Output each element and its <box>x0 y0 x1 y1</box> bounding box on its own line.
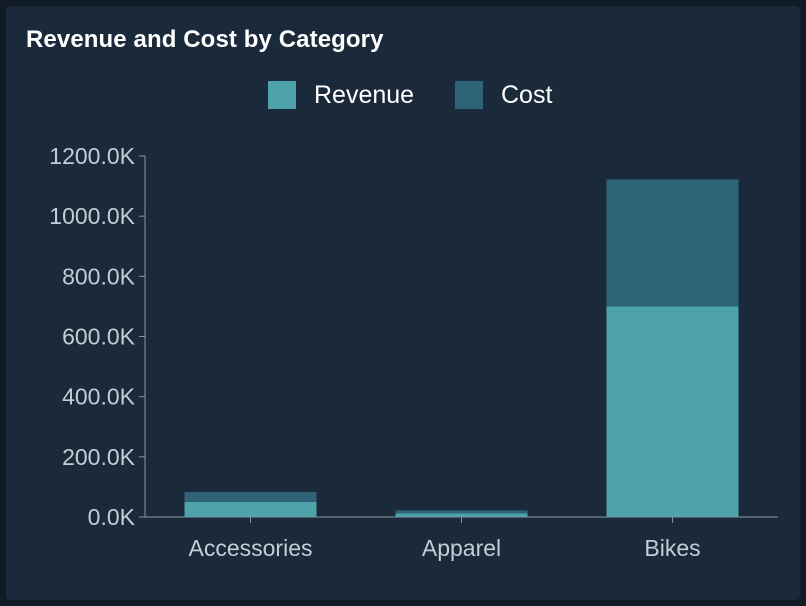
bar-cost-apparel <box>395 510 528 514</box>
legend-label-revenue: Revenue <box>314 81 414 109</box>
y-axis: 0.0K 200.0K 400.0K 600.0K 800.0K 1000.0K 1200.… <box>49 143 146 530</box>
bar-revenue-bikes <box>606 306 739 517</box>
x-axis: Accessories Apparel Bikes <box>145 516 778 561</box>
legend-swatch-revenue <box>268 81 296 109</box>
x-tick-label: Apparel <box>422 535 501 561</box>
y-tick-label: 400.0K <box>62 384 136 410</box>
bar-revenue-apparel <box>395 513 528 517</box>
y-tick-label: 1000.0K <box>49 203 135 229</box>
y-tick-label: 0.0K <box>88 504 136 530</box>
x-tick-label: Bikes <box>644 535 700 561</box>
bar-cost-bikes <box>606 179 739 307</box>
y-tick-label: 600.0K <box>62 324 136 350</box>
y-tick-label: 800.0K <box>62 263 136 289</box>
x-tick-label: Accessories <box>189 535 313 561</box>
legend: Revenue Cost <box>268 81 552 109</box>
chart-title: Revenue and Cost by Category <box>26 26 384 53</box>
bar-revenue-accessories <box>184 501 317 517</box>
y-tick-label: 1200.0K <box>49 143 135 169</box>
y-tick-label: 200.0K <box>62 444 136 470</box>
bars <box>184 179 739 517</box>
legend-swatch-cost <box>455 81 483 109</box>
bar-cost-accessories <box>184 492 317 502</box>
legend-label-cost: Cost <box>501 81 552 109</box>
